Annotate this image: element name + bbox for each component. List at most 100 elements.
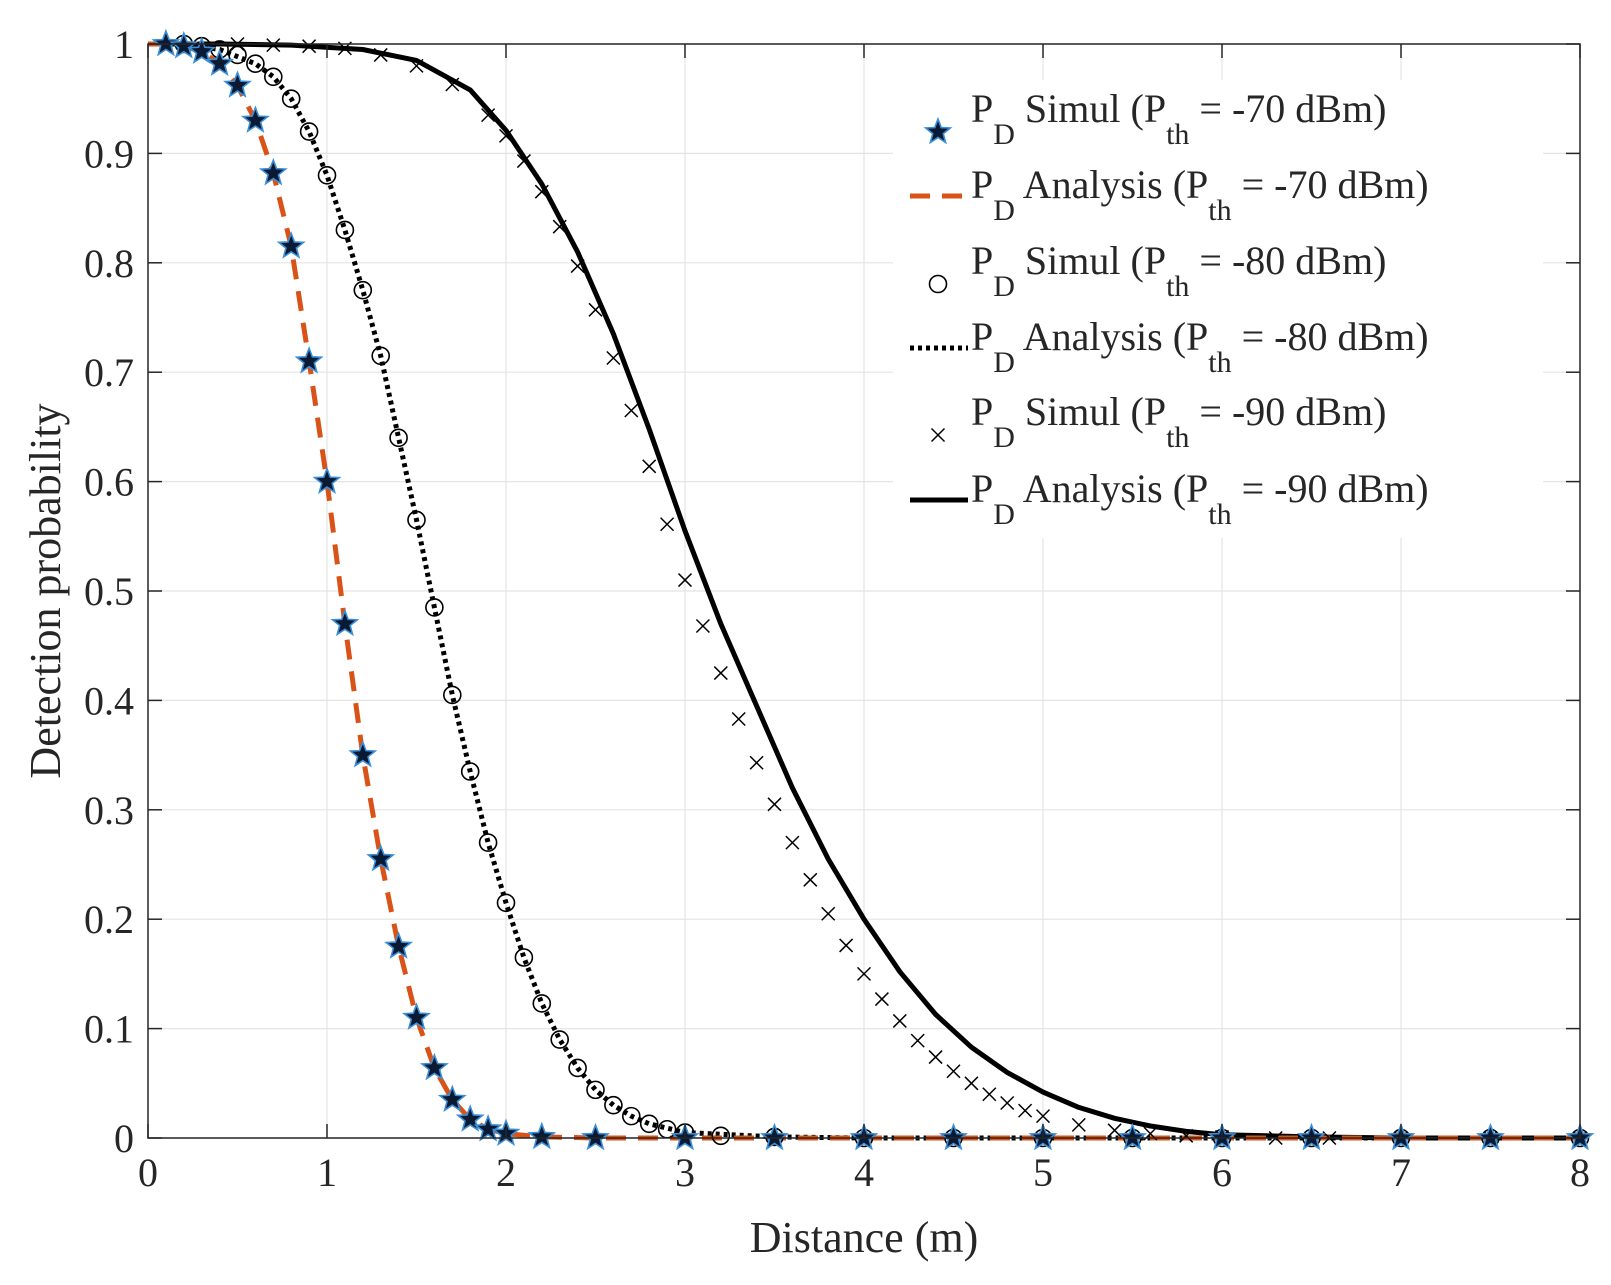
series-4-point	[302, 39, 317, 54]
series-0-point	[1296, 1122, 1327, 1151]
series-2-point	[425, 598, 444, 617]
series-0-point	[384, 931, 414, 959]
series-0-point	[527, 1121, 557, 1150]
legend-item-5: PD Analysis (Pth = -90 dBm)	[910, 466, 1429, 531]
series-4-point	[892, 1013, 907, 1028]
series-2-point	[532, 994, 552, 1013]
series-4-point	[660, 517, 675, 532]
legend-label-1: PD Analysis (Pth = -70 dBm)	[971, 162, 1429, 227]
series-4-point	[534, 184, 549, 199]
legend-label-4: PD Simul (Pth = -90 dBm)	[971, 389, 1386, 454]
x-tick-label: 8	[1570, 1150, 1590, 1195]
series-4-point	[964, 1076, 979, 1091]
legend-symbol-4	[930, 427, 946, 443]
series-4-point	[1035, 1109, 1051, 1124]
legend-item-4: PD Simul (Pth = -90 dBm)	[930, 389, 1386, 454]
series-0-point	[294, 345, 324, 374]
series-2-point	[604, 1095, 623, 1115]
series-2-point	[281, 89, 301, 108]
y-tick-label: 1	[114, 22, 134, 67]
series-4-point	[785, 835, 800, 850]
series-2-point	[496, 893, 516, 913]
series-4-point	[624, 403, 639, 418]
y-tick-label: 0.5	[84, 569, 134, 614]
series-4-point	[570, 259, 585, 274]
series-4-point	[946, 1064, 961, 1079]
series-2-point	[478, 833, 498, 852]
series-0-point	[276, 231, 306, 259]
series-2-point	[568, 1058, 587, 1078]
series-4-point	[373, 47, 388, 62]
series-0-point	[151, 28, 181, 57]
series-4-point	[1179, 1128, 1194, 1143]
series-4-point	[731, 711, 746, 727]
x-tick-label: 0	[138, 1150, 158, 1195]
series-2-point	[586, 1080, 605, 1100]
series-2-point	[460, 762, 480, 781]
series-4-point	[516, 154, 531, 169]
series-4-point	[677, 573, 693, 588]
legend-label-5: PD Analysis (Pth = -90 dBm)	[971, 466, 1429, 531]
legend-item-2: PD Simul (Pth = -80 dBm)	[928, 238, 1386, 303]
series-4-point	[588, 302, 603, 317]
series-0-point	[419, 1052, 449, 1081]
series-0-point	[759, 1122, 790, 1151]
series-4-point	[982, 1087, 997, 1102]
series-4-point	[713, 666, 728, 681]
series-4-point	[874, 992, 889, 1007]
y-axis-title: Detection probability	[21, 403, 70, 778]
series-4-point	[695, 618, 710, 634]
series-4-point	[498, 128, 514, 143]
series-2-point	[263, 67, 283, 87]
series-0-point	[437, 1084, 467, 1113]
series-0-point	[348, 739, 378, 768]
series-0-point	[366, 843, 396, 872]
legend-item-1: PD Analysis (Pth = -70 dBm)	[910, 162, 1429, 227]
series-4-point	[856, 966, 872, 981]
y-tick-label: 0	[114, 1116, 134, 1161]
x-tick-label: 3	[675, 1150, 695, 1195]
series-4-point	[1000, 1095, 1015, 1111]
series-4-point	[928, 1050, 943, 1065]
y-tick-label: 0.6	[84, 460, 134, 505]
series-2-point	[246, 54, 265, 73]
series-0-point	[330, 608, 360, 637]
series-0-point	[240, 105, 270, 133]
x-tick-label: 5	[1033, 1150, 1053, 1195]
legend-symbol-0	[923, 116, 953, 145]
series-0-point	[312, 466, 342, 494]
y-tick-label: 0.3	[84, 788, 134, 833]
series-4-point	[1018, 1103, 1033, 1118]
series-4-point	[266, 38, 281, 53]
legend-label-3: PD Analysis (Pth = -80 dBm)	[971, 314, 1429, 379]
series-0-point	[258, 157, 288, 186]
y-tick-label: 0.2	[84, 897, 134, 942]
y-tick-label: 0.1	[84, 1007, 134, 1052]
series-4-point	[821, 906, 836, 921]
series-4-point	[803, 872, 818, 887]
series-0-point	[401, 1002, 432, 1031]
x-tick-label: 6	[1212, 1150, 1232, 1195]
legend-item-0: PD Simul (Pth = -70 dBm)	[923, 86, 1386, 151]
series-2-point	[299, 122, 319, 141]
axis-ticks: 0 1 2 3 4 5 6 7 8 0 0.1 0.2 0.3 0.4 0.5 0.6 0.7 0.8 0.9 1	[84, 22, 1590, 1195]
x-tick-label: 2	[496, 1150, 516, 1195]
y-tick-label: 0.8	[84, 241, 134, 286]
series-4-point	[839, 938, 854, 953]
series-2-point	[621, 1106, 641, 1126]
legend-item-3: PD Analysis (Pth = -80 dBm)	[910, 314, 1429, 379]
series-4-point	[552, 219, 567, 234]
series-2-point	[371, 346, 391, 366]
series-2-point	[228, 45, 247, 65]
legend: PD Simul (Pth = -70 dBm) PD Analysis (Pth…	[893, 80, 1543, 538]
series-4-point	[642, 459, 657, 474]
x-tick-label: 4	[854, 1150, 874, 1195]
y-tick-label: 0.9	[84, 131, 134, 176]
series-4-point	[445, 77, 460, 92]
series-0-point	[1475, 1122, 1506, 1151]
series-2-point	[442, 685, 462, 705]
series-0-point	[473, 1113, 503, 1142]
x-tick-label: 1	[317, 1150, 337, 1195]
